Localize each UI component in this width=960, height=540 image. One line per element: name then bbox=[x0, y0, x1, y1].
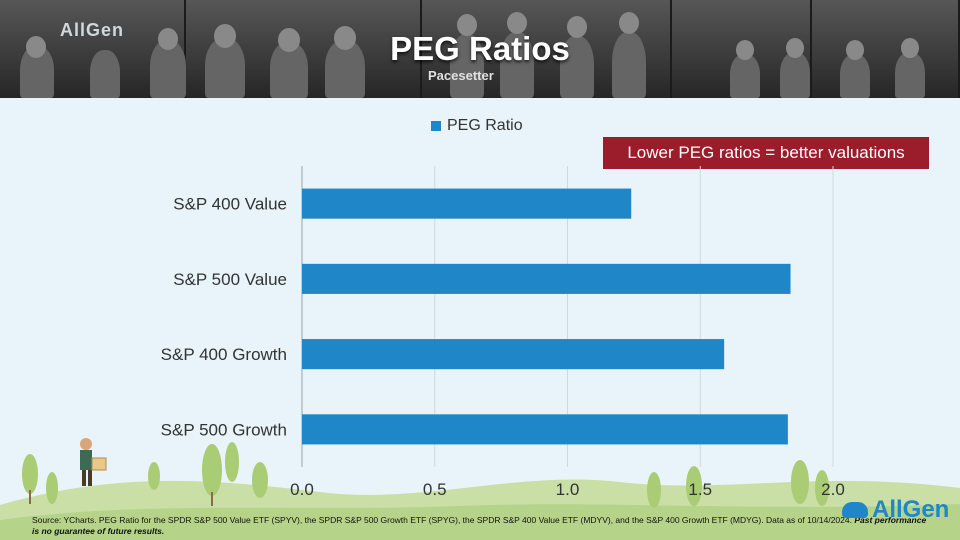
banner-brand-text: AllGen bbox=[60, 20, 125, 40]
allgen-logo: AllGen bbox=[842, 496, 949, 524]
x-tick-label: 2.0 bbox=[821, 480, 845, 499]
category-label: S&P 400 Value bbox=[173, 195, 287, 214]
hiker-illustration bbox=[80, 438, 107, 486]
bar bbox=[302, 339, 725, 370]
bar bbox=[302, 188, 632, 219]
chart-category-labels: S&P 400 Value S&P 500 Value S&P 400 Growth… bbox=[161, 195, 287, 440]
source-footnote: Source: YCharts. PEG Ratio for the SPDR … bbox=[32, 515, 932, 537]
landscape-illustration bbox=[0, 438, 960, 540]
chart-tick-labels: 0.0 0.5 1.0 1.5 2.0 bbox=[290, 480, 845, 499]
team-photo bbox=[812, 0, 960, 98]
x-tick-label: 0.0 bbox=[290, 480, 314, 499]
legend-swatch bbox=[431, 121, 441, 131]
disclaimer-text: Past performance is no guarantee of futu… bbox=[32, 515, 927, 536]
page-title: PEG Ratios bbox=[390, 30, 570, 67]
x-tick-label: 1.5 bbox=[688, 480, 712, 499]
chart-legend: PEG Ratio bbox=[431, 117, 523, 135]
chart-bars bbox=[302, 188, 791, 445]
bar bbox=[302, 263, 791, 294]
category-label: S&P 500 Growth bbox=[161, 420, 287, 439]
category-label: S&P 400 Growth bbox=[161, 345, 287, 364]
bar bbox=[302, 414, 788, 445]
callout-box: Lower PEG ratios = better valuations bbox=[603, 137, 929, 169]
category-label: S&P 500 Value bbox=[173, 270, 287, 289]
legend-label: PEG Ratio bbox=[447, 117, 523, 134]
x-tick-label: 1.0 bbox=[556, 480, 580, 499]
header-photo-banner: AllGen Pacesetter bbox=[0, 0, 960, 98]
banner-award-text: Pacesetter bbox=[428, 68, 494, 83]
logo-text: AllGen bbox=[872, 496, 950, 523]
source-text: Source: YCharts. PEG Ratio for the SPDR … bbox=[32, 515, 852, 525]
x-tick-label: 0.5 bbox=[423, 480, 447, 499]
cloud-icon bbox=[842, 502, 868, 518]
